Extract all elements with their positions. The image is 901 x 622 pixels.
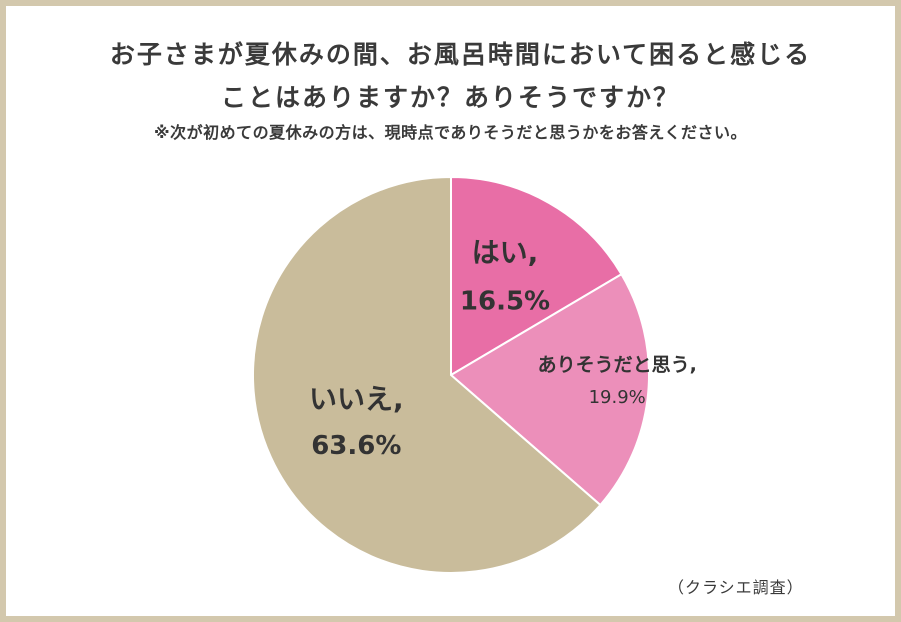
slice-label-3: いいえ,	[309, 383, 404, 416]
chart-title-line-2: ことはありますか？ありそうですか？	[220, 83, 680, 112]
chart-subtitle: ※次が初めての夏休みの方は、現時点でありそうだと思うかをお答えください。	[154, 123, 747, 142]
chart-title-line-1: お子さまが夏休みの間、お風呂時間において困ると感じる	[109, 40, 812, 69]
source-note: （クラシエ調査）	[668, 578, 804, 597]
slice-value-1: 16.5%	[460, 287, 550, 317]
pie-slice-1	[450, 175, 623, 377]
slice-value-3: 63.6%	[311, 431, 401, 461]
slice-label-1: はい,	[472, 236, 539, 269]
pie-slice-2	[449, 272, 650, 507]
pie-slice-3	[252, 175, 602, 574]
slice-value-2: 19.9%	[589, 387, 646, 408]
slice-label-2: ありそうだと思う,	[538, 354, 697, 376]
